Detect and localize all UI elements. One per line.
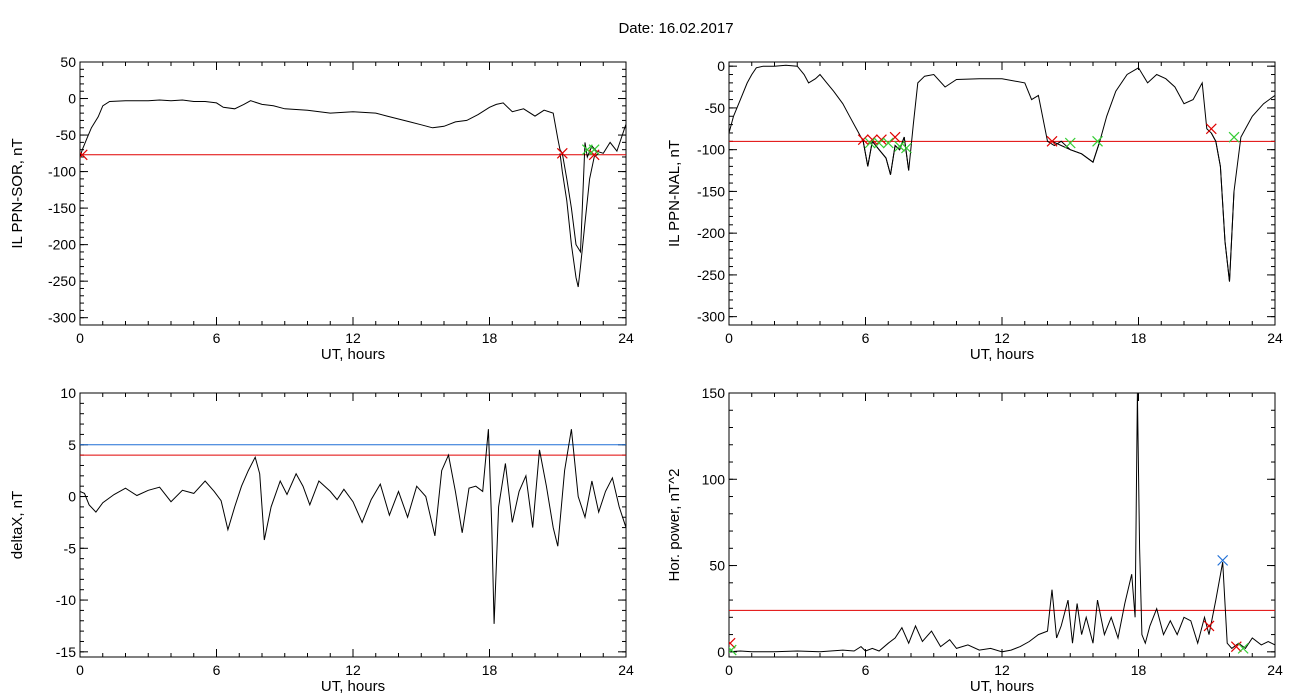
y-tick-label: 0 bbox=[68, 489, 76, 505]
x-tick-label: 0 bbox=[76, 662, 84, 678]
data-trace bbox=[80, 99, 626, 254]
event-marker bbox=[588, 144, 600, 156]
panel-sor: 0 6 12 18 24 50 0 -50 -100 -150 -200 -250 -300 UT, ho… bbox=[9, 54, 634, 363]
y-tick-label: -200 bbox=[48, 237, 76, 253]
event-marker bbox=[729, 637, 736, 649]
event-marker bbox=[889, 131, 901, 143]
event-marker bbox=[1205, 123, 1217, 135]
x-tick-label: 6 bbox=[862, 330, 870, 346]
event-marker bbox=[1064, 137, 1076, 149]
x-tick-label: 0 bbox=[76, 330, 84, 346]
x-tick-label: 18 bbox=[482, 662, 498, 678]
plot-frame bbox=[79, 61, 627, 326]
x-tick-label: 12 bbox=[994, 330, 1010, 346]
panel-deltax: 0 6 12 18 24 10 5 0 -5 -10 -15 UT, hours deltaX, nT bbox=[9, 385, 634, 695]
figure-title: Date: 16.02.2017 bbox=[618, 20, 733, 37]
event-marker bbox=[876, 134, 887, 146]
y-tick-label: 50 bbox=[709, 558, 725, 574]
event-marker bbox=[556, 147, 568, 159]
y-tick-label: -200 bbox=[697, 225, 725, 241]
y-tick-label: -300 bbox=[697, 309, 725, 325]
event-marker bbox=[1237, 642, 1249, 654]
y-tick-label: 10 bbox=[60, 385, 76, 401]
y-tick-label: -250 bbox=[48, 273, 76, 289]
event-marker bbox=[901, 142, 912, 154]
y-axis-label: IL PPN-NAL, nT bbox=[666, 140, 683, 247]
y-axis-label: Hor. power, nT^2 bbox=[666, 469, 683, 582]
event-marker bbox=[866, 134, 878, 146]
y-tick-label: -150 bbox=[48, 200, 76, 216]
y-tick-label: -100 bbox=[48, 164, 76, 180]
y-tick-label: 50 bbox=[60, 54, 76, 70]
y-tick-label: -10 bbox=[56, 592, 76, 608]
x-tick-label: 12 bbox=[345, 330, 361, 346]
y-tick-label: 5 bbox=[68, 437, 76, 453]
y-tick-label: -5 bbox=[64, 540, 77, 556]
y-tick-label: 100 bbox=[702, 471, 726, 487]
x-tick-label: 0 bbox=[725, 330, 733, 346]
x-axis-label: UT, hours bbox=[970, 678, 1034, 695]
x-tick-label: 24 bbox=[618, 662, 634, 678]
y-tick-label: -300 bbox=[48, 310, 76, 326]
x-tick-label: 24 bbox=[618, 330, 634, 346]
event-marker bbox=[857, 134, 869, 146]
y-tick-label: -50 bbox=[56, 127, 76, 143]
y-axis-label: IL PPN-SOR, nT bbox=[9, 138, 26, 248]
data-trace bbox=[729, 393, 1275, 653]
y-tick-label: -50 bbox=[705, 100, 725, 116]
highlight-trace bbox=[559, 152, 600, 288]
panel-hor-power: 0 6 12 18 24 150 100 50 0 UT, hours Hor. power, nT… bbox=[666, 385, 1283, 695]
event-marker bbox=[1203, 620, 1215, 632]
event-marker bbox=[894, 140, 906, 152]
x-tick-label: 6 bbox=[213, 330, 221, 346]
x-tick-label: 18 bbox=[1131, 662, 1147, 678]
event-marker bbox=[1228, 131, 1240, 143]
plot-frame bbox=[728, 61, 1276, 326]
x-axis-label: UT, hours bbox=[970, 346, 1034, 363]
x-tick-label: 6 bbox=[213, 662, 221, 678]
event-marker bbox=[729, 644, 737, 656]
y-tick-label: -100 bbox=[697, 142, 725, 158]
data-trace bbox=[80, 429, 626, 624]
x-axis-label: UT, hours bbox=[321, 678, 385, 695]
x-tick-label: 12 bbox=[994, 662, 1010, 678]
x-tick-label: 18 bbox=[482, 330, 498, 346]
event-marker bbox=[588, 149, 600, 161]
event-marker bbox=[1092, 135, 1103, 147]
y-tick-label: 150 bbox=[702, 385, 726, 401]
x-tick-label: 24 bbox=[1267, 662, 1283, 678]
event-marker bbox=[1217, 554, 1229, 566]
event-marker bbox=[882, 137, 894, 149]
x-tick-label: 18 bbox=[1131, 330, 1147, 346]
y-axis-label: deltaX, nT bbox=[9, 491, 26, 559]
event-marker bbox=[1046, 135, 1058, 147]
plot-frame bbox=[79, 392, 627, 658]
x-tick-label: 6 bbox=[862, 662, 870, 678]
event-marker bbox=[864, 137, 876, 149]
x-axis-label: UT, hours bbox=[321, 346, 385, 363]
y-tick-label: 0 bbox=[68, 91, 76, 107]
x-tick-label: 12 bbox=[345, 662, 361, 678]
panel-nal: 0 6 12 18 24 0 -50 -100 -150 -200 -250 -300 UT, hour… bbox=[666, 58, 1283, 363]
y-tick-label: -15 bbox=[56, 644, 76, 660]
y-tick-label: -150 bbox=[697, 183, 725, 199]
highlight-trace bbox=[1051, 140, 1101, 164]
x-tick-label: 24 bbox=[1267, 330, 1283, 346]
event-marker bbox=[80, 149, 88, 161]
y-tick-label: -250 bbox=[697, 267, 725, 283]
event-marker bbox=[1230, 641, 1242, 653]
highlight-trace bbox=[1210, 132, 1235, 282]
data-trace bbox=[729, 64, 1275, 282]
x-tick-label: 0 bbox=[725, 662, 733, 678]
event-marker bbox=[873, 137, 885, 149]
y-tick-label: 0 bbox=[717, 58, 725, 74]
y-tick-label: 0 bbox=[717, 644, 725, 660]
plot-frame bbox=[728, 392, 1276, 658]
